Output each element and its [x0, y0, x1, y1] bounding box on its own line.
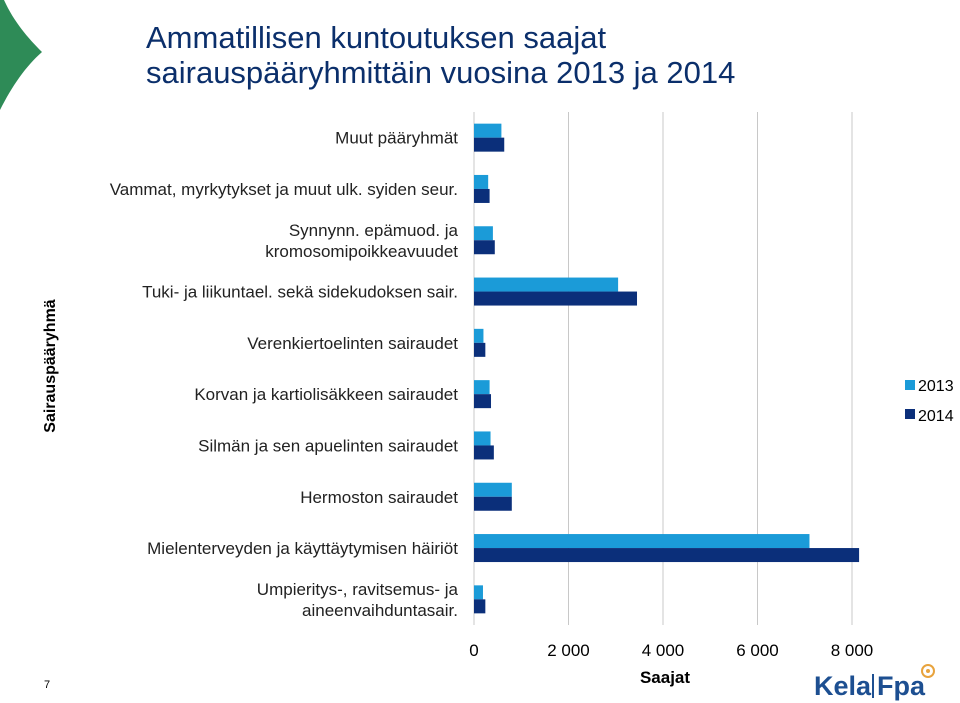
x-tick-labels: 0 2 000 4 000 6 000 8 000: [469, 641, 873, 660]
logo-text-fpa: Fpa: [877, 671, 926, 701]
x-tick-label: 6 000: [736, 641, 779, 660]
bar-2014: [474, 394, 492, 409]
category-label: Tuki- ja liikuntael. sekä sidekudoksen s…: [142, 283, 458, 302]
x-tick-label: 4 000: [642, 641, 685, 660]
bar-2013: [474, 380, 490, 395]
legend-swatch-2014: [905, 409, 915, 419]
category-label: Korvan ja kartiolisäkkeen sairaudet: [194, 385, 458, 404]
logo-emblem-icon: [921, 664, 935, 678]
category-label: Synnynn. epämuod. ja: [289, 221, 459, 240]
title-line-1: Ammatillisen kuntoutuksen saajat: [146, 20, 607, 55]
bar-2013: [474, 226, 493, 241]
bar-2014: [474, 445, 494, 460]
bar-2013: [474, 482, 512, 497]
title-line-2: sairauspääryhmittäin vuosina 2013 ja 201…: [146, 55, 736, 90]
x-tick-label: 2 000: [547, 641, 590, 660]
kela-fpa-logo: Kela Fpa: [814, 664, 935, 701]
bar-2014: [474, 291, 638, 306]
bar-2014: [474, 342, 486, 357]
x-tick-label: 8 000: [831, 641, 874, 660]
bar-2013: [474, 123, 502, 138]
bar-2014: [474, 240, 495, 255]
category-label: Umpieritys-, ravitsemus- ja: [257, 580, 459, 599]
chart-legend: 2013 2014: [905, 378, 954, 425]
slide-title: Ammatillisen kuntoutuksen saajat sairaus…: [146, 20, 735, 90]
category-label: Silmän ja sen apuelinten sairaudet: [198, 436, 458, 455]
category-label: Mielenterveyden ja käyttäytymisen häiriö…: [147, 539, 458, 558]
category-label: aineenvaihduntasair.: [302, 601, 458, 620]
x-tick-label: 0: [469, 641, 478, 660]
legend-swatch-2013: [905, 380, 915, 390]
bar-2013: [474, 585, 483, 600]
category-label: Verenkiertoelinten sairaudet: [247, 334, 458, 353]
decorative-leaf-shape: [0, 0, 42, 110]
bar-2014: [474, 188, 490, 203]
logo-text-kela: Kela: [814, 671, 872, 701]
category-label: kromosomipoikkeavuudet: [265, 242, 458, 261]
legend-label-2014: 2014: [918, 408, 954, 425]
bar-2013: [474, 534, 810, 549]
bar-2013: [474, 174, 489, 189]
bar-2013: [474, 277, 619, 292]
bar-2014: [474, 496, 512, 511]
bar-2013: [474, 328, 484, 343]
category-label: Vammat, myrkytykset ja muut ulk. syiden …: [110, 180, 458, 199]
logo-divider: [872, 674, 874, 698]
bar-2014: [474, 137, 505, 152]
chart-bars: [474, 123, 860, 614]
bar-2013: [474, 431, 491, 446]
bar-2014: [474, 599, 486, 614]
y-axis-title: Sairauspääryhmä: [42, 299, 59, 433]
x-axis-title: Saajat: [640, 668, 690, 687]
bar-2014: [474, 548, 860, 563]
category-labels: Muut pääryhmät Vammat, myrkytykset ja muu…: [110, 129, 459, 620]
logo-emblem-dot: [926, 669, 930, 673]
page-number: 7: [44, 679, 51, 691]
category-label: Muut pääryhmät: [335, 129, 458, 148]
legend-label-2013: 2013: [918, 378, 954, 395]
category-label: Hermoston sairaudet: [300, 488, 458, 507]
